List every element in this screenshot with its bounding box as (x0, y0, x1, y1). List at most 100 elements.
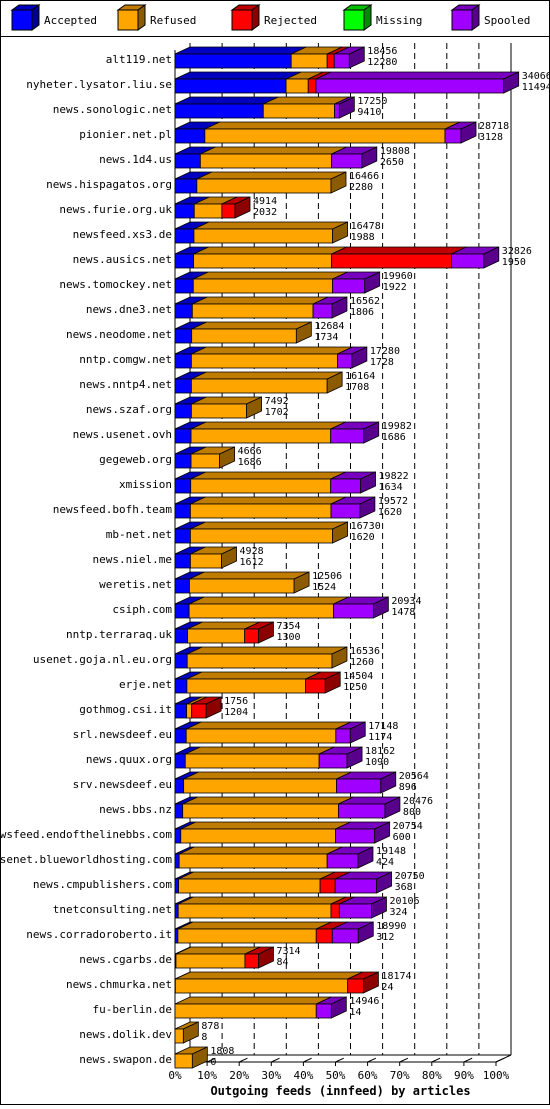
category-label: news.furie.org.uk (59, 203, 172, 216)
bar-accepted-top (175, 72, 301, 79)
legend-swatch-side (138, 5, 145, 30)
bar-spooled (332, 929, 358, 943)
value-label-bottom: 0 (210, 1057, 216, 1068)
bar-accepted (175, 479, 191, 493)
category-label: news.corradoroberto.it (26, 928, 172, 941)
value-label-bottom: 1620 (378, 507, 402, 518)
legend-swatch-side (252, 5, 259, 30)
category-label: news.dne3.net (86, 303, 172, 316)
category-label: usenet.blueworldhosting.com (0, 853, 172, 866)
legend-swatch-side (32, 5, 39, 30)
bar-accepted (175, 129, 205, 143)
category-label: news.usenet.ovh (73, 428, 172, 441)
bar-spooled (336, 779, 380, 793)
legend-swatch-side (472, 5, 479, 30)
category-label: news.cgarbs.de (79, 953, 172, 966)
value-label-bottom: 1686 (238, 457, 262, 468)
bar-accepted (175, 229, 194, 243)
bar-spooled (336, 729, 350, 743)
bar-refused-top (178, 922, 331, 929)
bar-refused (263, 104, 334, 118)
value-label-bottom: 1478 (391, 607, 415, 618)
value-label-bottom: 1686 (382, 432, 406, 443)
category-label: news.szaf.org (86, 403, 172, 416)
bar-refused-top (175, 972, 362, 979)
value-label-bottom: 3128 (479, 132, 503, 143)
bar-refused (183, 804, 339, 818)
category-label: alt119.net (106, 53, 172, 66)
bar-refused-top (191, 347, 352, 354)
value-label-bottom: 424 (376, 857, 394, 868)
bar-rejected (316, 929, 332, 943)
value-label-top: 20750 (395, 871, 425, 882)
bar-refused-top (191, 372, 342, 379)
value-label-top: 12506 (312, 571, 342, 582)
bar-refused (187, 679, 306, 693)
bar-spooled (333, 279, 365, 293)
value-label-bottom: 1728 (370, 357, 394, 368)
bar-accepted (175, 929, 178, 943)
value-label-top: 28718 (479, 121, 509, 132)
bar-rejected (331, 904, 339, 918)
bar-refused (191, 404, 246, 418)
bar-accepted (175, 829, 181, 843)
bar-refused-top (187, 647, 347, 654)
category-label: news.ausics.net (73, 253, 172, 266)
bar-accepted (175, 779, 184, 793)
bar-accepted (175, 354, 191, 368)
value-label-top: 16562 (350, 296, 380, 307)
category-label: news.quux.org (86, 753, 172, 766)
value-label-bottom: 1612 (240, 557, 264, 568)
value-label-bottom: 1620 (351, 532, 375, 543)
bar-accepted (175, 454, 191, 468)
value-label-bottom: 1922 (383, 282, 407, 293)
legend-label: Rejected (264, 14, 317, 27)
bar-refused (191, 454, 220, 468)
bar-refused (192, 304, 313, 318)
bar-accepted (175, 104, 263, 118)
legend-swatch (232, 10, 252, 30)
value-label-top: 4666 (238, 446, 262, 457)
value-label-top: 17280 (370, 346, 400, 357)
bar-refused (190, 554, 221, 568)
category-label: tnetconsulting.net (53, 903, 172, 916)
category-label: mb-net.net (106, 528, 172, 541)
bar-refused-top (194, 247, 347, 254)
value-label-bottom: 368 (395, 882, 413, 893)
value-label-bottom: 1250 (343, 682, 367, 693)
bar-refused (286, 79, 308, 93)
value-label-bottom: 1702 (265, 407, 289, 418)
value-label-bottom: 312 (376, 932, 394, 943)
bar-accepted (175, 504, 190, 518)
x-tick-label: 70% (390, 1069, 410, 1082)
x-tick-label: 20% (229, 1069, 249, 1082)
x-tick-label: 60% (358, 1069, 378, 1082)
bar-rejected (348, 979, 364, 993)
bar-accepted (175, 604, 189, 618)
x-tick-label: 40% (293, 1069, 313, 1082)
value-label-top: 14504 (343, 671, 373, 682)
value-label-top: 16478 (351, 221, 381, 232)
category-label: news.chmurka.net (66, 978, 172, 991)
value-label-bottom: 1708 (345, 382, 369, 393)
bar-spooled (445, 129, 461, 143)
value-label-bottom: 600 (393, 832, 411, 843)
bar-accepted (175, 804, 183, 818)
bar-refused-top (189, 597, 348, 604)
bar-refused-top (197, 172, 346, 179)
bar-refused-top (179, 872, 336, 879)
value-label-top: 16164 (345, 371, 375, 382)
category-label: news.nntp4.net (79, 378, 172, 391)
category-label: news.cmpublishers.com (33, 878, 172, 891)
value-label-top: 19808 (380, 146, 410, 157)
bar-refused (190, 529, 332, 543)
bar-rejected (192, 704, 206, 718)
value-label-top: 19572 (378, 496, 408, 507)
value-label-top: 18162 (365, 746, 395, 757)
value-label-top: 17250 (357, 96, 387, 107)
bar-refused-top (183, 797, 354, 804)
bar-refused (191, 479, 331, 493)
value-label-top: 17148 (368, 721, 398, 732)
category-label: news.niel.me (93, 553, 172, 566)
